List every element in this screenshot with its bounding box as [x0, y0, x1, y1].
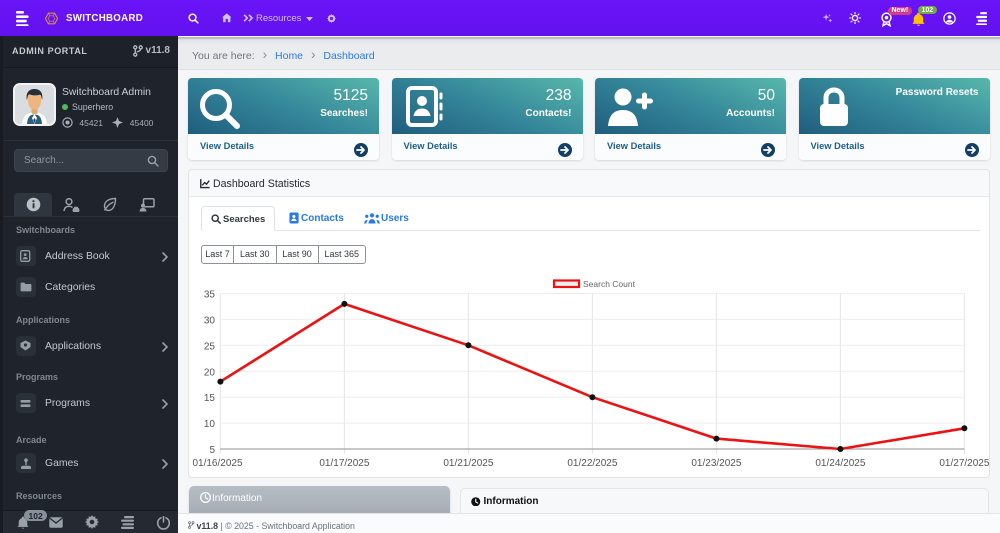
svg-text:20: 20 — [204, 367, 216, 378]
svg-text:01/17/2025: 01/17/2025 — [319, 458, 369, 469]
svg-text:25: 25 — [204, 341, 216, 352]
svg-text:35: 35 — [204, 289, 216, 300]
svg-text:30: 30 — [204, 315, 216, 326]
svg-text:01/23/2025: 01/23/2025 — [691, 458, 741, 469]
svg-text:15: 15 — [204, 393, 216, 404]
svg-text:01/24/2025: 01/24/2025 — [815, 458, 865, 469]
svg-text:Search Count: Search Count — [583, 279, 636, 289]
svg-text:10: 10 — [204, 419, 216, 430]
svg-text:5: 5 — [209, 445, 215, 456]
svg-text:01/27/2025: 01/27/2025 — [939, 458, 989, 469]
svg-text:01/22/2025: 01/22/2025 — [567, 458, 617, 469]
svg-text:01/16/2025: 01/16/2025 — [192, 458, 242, 469]
svg-text:01/21/2025: 01/21/2025 — [443, 458, 493, 469]
